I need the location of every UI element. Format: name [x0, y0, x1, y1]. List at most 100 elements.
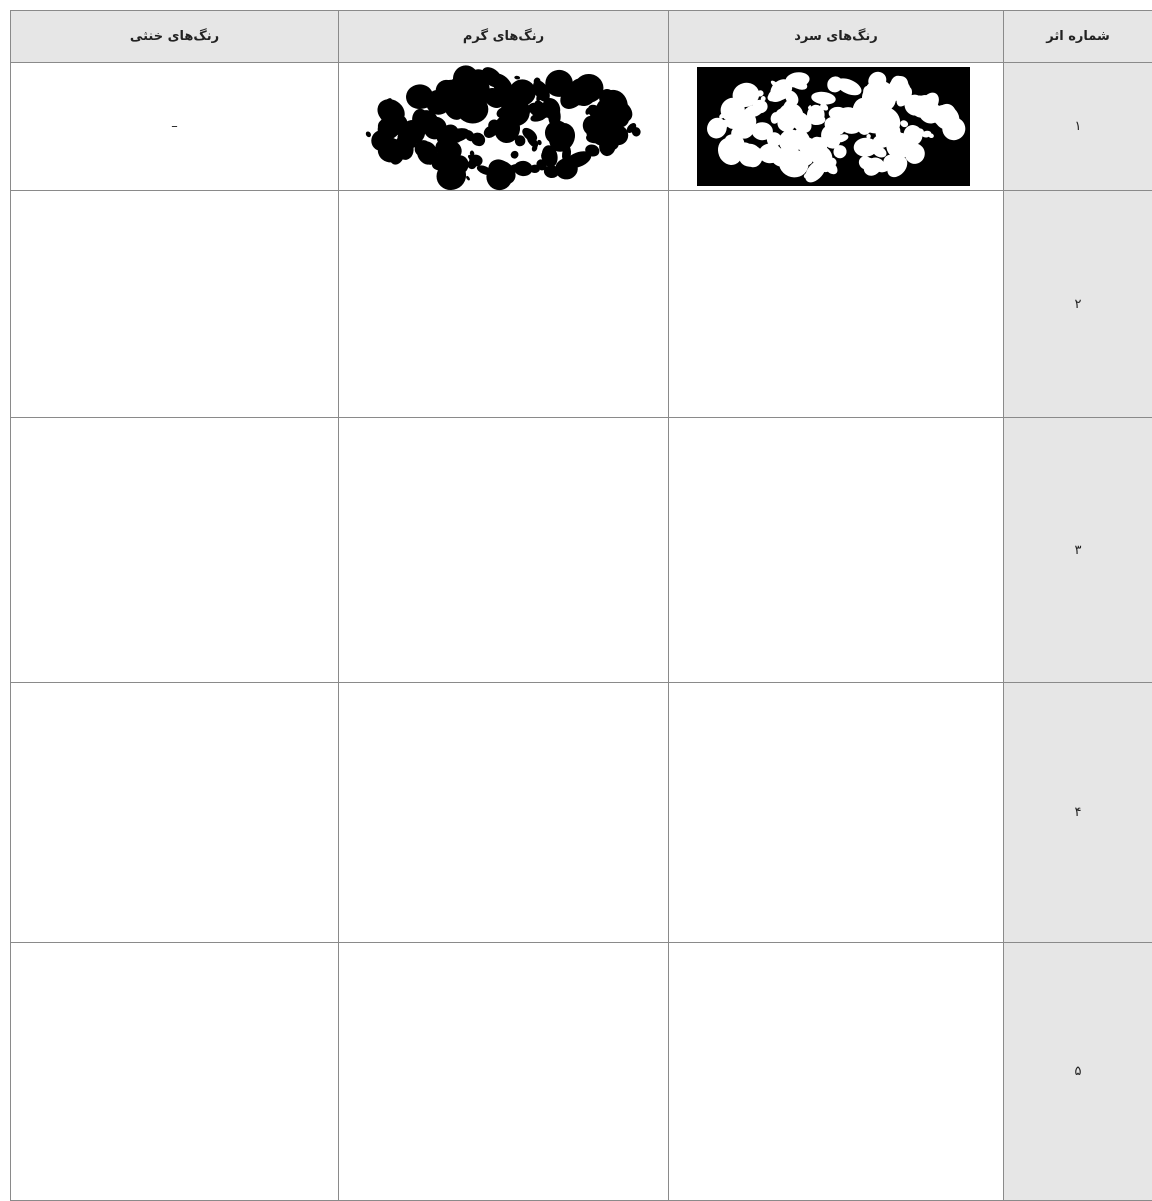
- silhouette-shape: [785, 104, 793, 114]
- silhouette-shape: [469, 150, 475, 157]
- silhouette-shape: [365, 131, 371, 138]
- silhouette-shape: [382, 98, 392, 109]
- silhouette-shape: [870, 157, 884, 168]
- silhouette-shape: [867, 104, 876, 114]
- header-cell: رنگ‌های گرم: [338, 10, 669, 63]
- silhouette-shape: [631, 127, 641, 137]
- row-number: ۴: [1003, 682, 1152, 943]
- silhouette-shape: [824, 160, 838, 175]
- silhouette-shape: [450, 155, 469, 175]
- silhouette-shape: [778, 149, 809, 178]
- silhouette-shape: [770, 112, 780, 124]
- silhouette-shape: [828, 106, 848, 120]
- silhouette-shape: [915, 152, 924, 160]
- silhouette-shape: [833, 145, 847, 159]
- silhouette-shape: [853, 137, 878, 157]
- silhouette-shape: [791, 111, 812, 133]
- silhouette-shape: [496, 107, 508, 118]
- silhouette-shape: [599, 89, 616, 107]
- silhouette-shape: [767, 94, 774, 102]
- silhouette-shape: [890, 147, 897, 151]
- silhouette-shape: [777, 114, 796, 132]
- silhouette-shape: [858, 156, 874, 170]
- silhouette-shape: [743, 151, 751, 160]
- silhouette-shape: [785, 90, 799, 106]
- silhouette-shape: [921, 130, 932, 138]
- silhouette-shape: [444, 128, 470, 143]
- silhouette-shape: [912, 97, 917, 102]
- silhouette-shape: [541, 145, 558, 168]
- silhouette-shape: [560, 83, 586, 109]
- silhouette-shape: [719, 138, 735, 154]
- header-cell: رنگ‌های سرد: [668, 10, 1004, 63]
- silhouette-shape: [467, 159, 477, 170]
- silhouette-shape: [867, 113, 878, 122]
- silhouette-shape: [838, 112, 864, 134]
- silhouette-shape: [476, 165, 493, 175]
- header-cell: شماره اثر: [1003, 10, 1152, 63]
- silhouette-shape: [766, 132, 782, 147]
- silhouette-shape: [589, 119, 601, 130]
- silhouette-shape: [400, 120, 426, 145]
- silhouette-shape: [756, 90, 764, 97]
- silhouette-shape: [488, 159, 510, 178]
- silhouette-shape: [467, 154, 476, 162]
- silhouette-shape: [743, 104, 764, 118]
- silhouette-shape: [906, 126, 917, 144]
- silhouette-shape: [738, 99, 747, 105]
- silhouette-shape: [719, 113, 726, 119]
- silhouette-shape: [900, 120, 909, 128]
- silhouette-shape: [805, 159, 827, 183]
- silhouette-shape: [808, 105, 811, 109]
- silhouette-shape: [811, 115, 826, 125]
- silhouette-shape: [770, 80, 779, 88]
- silhouette-shape: [835, 134, 849, 143]
- silhouette-shape: [534, 100, 546, 110]
- silhouette-shape: [733, 116, 755, 139]
- silhouette-shape: [875, 107, 901, 135]
- silhouette-shape: [866, 83, 876, 93]
- silhouette-shape: [510, 150, 519, 159]
- silhouette-shape: [509, 79, 536, 106]
- silhouette-shape: [866, 134, 871, 139]
- silhouette-shape: [544, 120, 569, 145]
- silhouette-shape: [814, 137, 828, 159]
- silhouette-shape: [561, 145, 572, 163]
- silhouette-shape: [707, 117, 727, 139]
- silhouette-shape: [952, 122, 960, 132]
- row-number: ۳: [1003, 417, 1152, 683]
- silhouette-shape: [621, 133, 627, 140]
- silhouette-shape: [483, 125, 498, 138]
- silhouette-shape: [887, 75, 909, 101]
- silhouette-shape: [605, 136, 619, 151]
- silhouette-shape: [536, 92, 543, 102]
- silhouette-shape: [431, 157, 447, 171]
- silhouette-shape: [734, 99, 740, 105]
- silhouette-shape: [534, 80, 540, 85]
- silhouette-shape: [811, 91, 836, 105]
- silhouette-shape: [514, 135, 526, 147]
- silhouette-shape: [377, 137, 403, 163]
- silhouette-shape: [543, 165, 560, 179]
- silhouette-shape: [855, 144, 862, 152]
- silhouette-shape: [526, 135, 539, 148]
- silhouette-shape: [555, 158, 578, 180]
- silhouette-shape: [427, 155, 436, 165]
- silhouette-shape: [488, 71, 499, 84]
- silhouette-shape: [887, 156, 908, 178]
- silhouette-shape: [508, 109, 523, 125]
- silhouette-shape: [413, 93, 422, 103]
- silhouette-shape: [827, 76, 843, 93]
- silhouette-shape: [827, 119, 840, 132]
- silhouette-shape: [587, 104, 605, 122]
- silhouette-shape: [585, 144, 600, 157]
- silhouette-shape: [751, 122, 773, 141]
- silhouette-shape: [513, 160, 533, 177]
- silhouette-shape: [449, 147, 459, 157]
- silhouette-shape: [857, 121, 872, 135]
- silhouette-shape: [820, 103, 829, 111]
- silhouette-shape: [787, 78, 800, 87]
